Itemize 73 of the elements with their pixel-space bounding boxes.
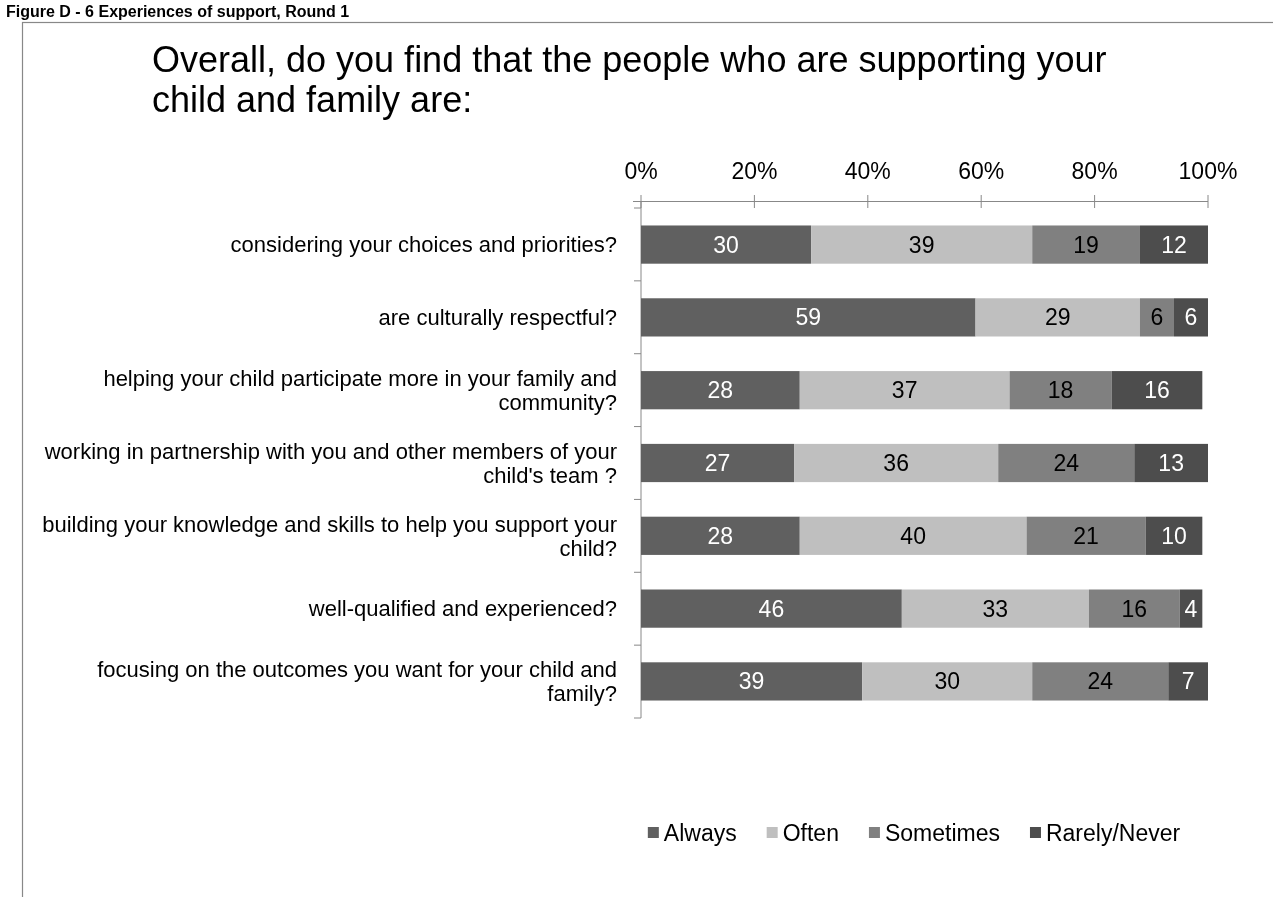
x-tick-label: 80%: [1071, 158, 1118, 184]
y-tick-label: well-qualified and experienced?: [307, 596, 617, 622]
legend-label: Often: [782, 820, 839, 847]
data-label: 6: [1184, 304, 1198, 331]
bar: [799, 516, 1027, 555]
data-label: 28: [707, 377, 734, 404]
bar: [1032, 225, 1140, 264]
bar: [1134, 443, 1208, 483]
data-label: 39: [908, 231, 935, 258]
data-label: 30: [934, 668, 960, 695]
bar: [641, 516, 800, 555]
data-label: 10: [1161, 522, 1187, 549]
bar: [641, 298, 976, 337]
data-label: 6: [1150, 304, 1164, 331]
data-label: 27: [704, 450, 731, 477]
bar: [1032, 662, 1169, 701]
bar: [641, 225, 812, 264]
x-tick-label: 60%: [958, 158, 1005, 184]
bar: [641, 662, 863, 701]
bar: [794, 443, 999, 483]
data-label: 16: [1121, 595, 1148, 622]
bar: [975, 298, 1140, 337]
bar: [998, 443, 1135, 483]
data-label: 21: [1073, 522, 1099, 549]
x-tick-label: 40%: [844, 158, 891, 184]
bar: [1026, 516, 1146, 555]
bar: [641, 589, 902, 628]
x-tick-label: 20%: [731, 158, 778, 184]
legend-label: Always: [663, 820, 737, 847]
bar: [641, 371, 800, 410]
data-label: 16: [1144, 377, 1170, 404]
data-label: 36: [883, 450, 909, 477]
bar: [1111, 371, 1203, 410]
data-label: 46: [758, 595, 785, 622]
bar: [1173, 298, 1208, 337]
bar: [1009, 371, 1112, 410]
bar: [641, 443, 795, 483]
bar: [862, 662, 1033, 701]
data-label: 30: [713, 231, 739, 258]
data-label: 40: [900, 522, 926, 549]
data-label: 4: [1184, 595, 1198, 622]
data-label: 59: [795, 304, 822, 331]
y-tick-label: are culturally respectful?: [378, 305, 617, 331]
bar: [811, 225, 1033, 264]
data-label: 33: [982, 595, 1009, 622]
data-label: 29: [1044, 304, 1071, 331]
data-label: 37: [891, 377, 918, 404]
data-label: 7: [1181, 668, 1195, 695]
y-tick-label: building your knowledge and skills to help you support your child?: [42, 511, 617, 561]
y-tick-label: focusing on the outcomes you want for your child and family?: [97, 657, 617, 707]
bar: [1139, 298, 1174, 337]
bar: [1139, 225, 1208, 264]
data-label: 24: [1087, 668, 1114, 695]
chart-title: Overall, do you find that the people who are supporting your child and family are:: [152, 39, 1107, 120]
y-tick-label: helping your child participate more in your family and community?: [103, 365, 617, 415]
legend-label: Sometimes: [884, 820, 1000, 847]
data-label: 18: [1047, 377, 1074, 404]
legend-label: Rarely/Never: [1045, 820, 1181, 847]
bar: [799, 371, 1010, 410]
x-tick-label: 0%: [624, 158, 658, 184]
data-label: 28: [707, 522, 734, 549]
data-label: 13: [1158, 450, 1184, 477]
data-label: 24: [1053, 450, 1080, 477]
x-tick-label: 100%: [1178, 158, 1238, 184]
text: Figure D - 6 Experiences of support, Round 1: [6, 3, 350, 20]
bar: [901, 589, 1089, 628]
data-label: 12: [1161, 231, 1187, 258]
y-tick-label: working in partnership with you and other members of your child's team ?: [43, 438, 617, 488]
y-tick-label: considering your choices and priorities?: [230, 232, 617, 258]
bar: [1168, 662, 1208, 701]
data-label: 19: [1073, 231, 1099, 258]
data-label: 39: [738, 668, 765, 695]
bar: [1088, 589, 1180, 628]
